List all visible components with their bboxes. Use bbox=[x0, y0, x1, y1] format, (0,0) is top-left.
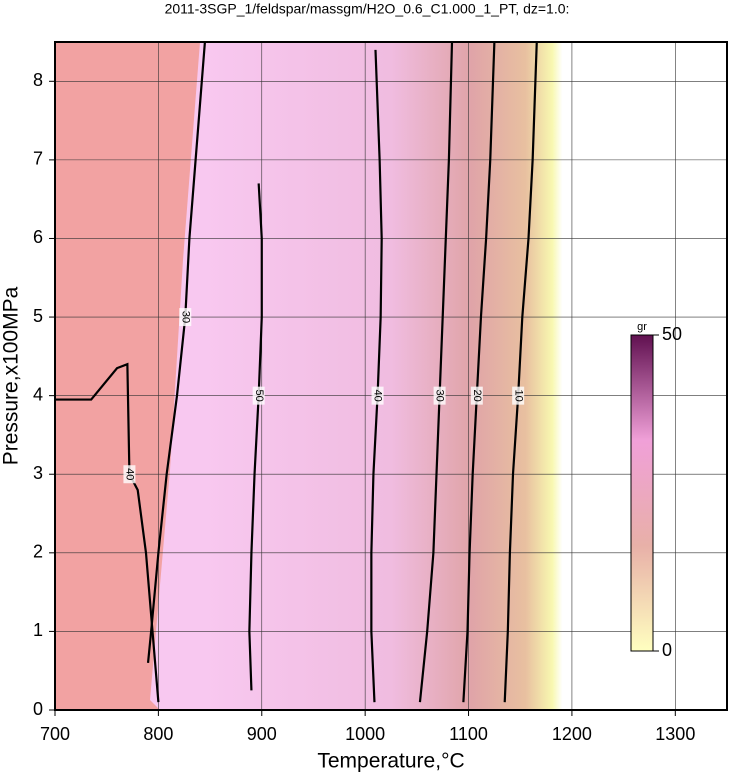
contour-label-bg bbox=[433, 386, 446, 405]
contour-label-bg bbox=[179, 308, 192, 327]
x-tick-label: 1000 bbox=[345, 724, 385, 744]
x-tick-label: 1100 bbox=[449, 724, 488, 744]
colorbar-tick-label: 0 bbox=[662, 640, 672, 660]
contour-label-bg bbox=[512, 386, 525, 405]
contour-line bbox=[146, 41, 207, 663]
x-tick-label: 1200 bbox=[552, 724, 592, 744]
plot-frame bbox=[54, 41, 728, 711]
contour-label: 30 bbox=[179, 311, 191, 323]
colorbar-tick-label: 50 bbox=[662, 324, 682, 344]
y-tick-label: 4 bbox=[33, 384, 43, 404]
contour-label: 30 bbox=[434, 390, 446, 402]
y-tick-label: 3 bbox=[33, 463, 43, 483]
contour-line bbox=[248, 183, 263, 691]
y-axis-label: Pressure,x100MPa bbox=[0, 286, 23, 465]
contour-label-bg bbox=[371, 386, 384, 405]
y-tick-label: 2 bbox=[33, 542, 43, 562]
x-axis-label: Temperature,°C bbox=[317, 750, 464, 773]
contour-label: 10 bbox=[512, 390, 524, 402]
contour-label-bg bbox=[470, 386, 483, 405]
x-tick-label: 1300 bbox=[655, 724, 695, 744]
colorbar bbox=[630, 334, 654, 652]
y-tick-label: 1 bbox=[33, 620, 43, 640]
x-tick-label: 900 bbox=[247, 724, 277, 744]
y-tick-label: 6 bbox=[33, 227, 43, 247]
y-tick-label: 8 bbox=[33, 70, 43, 90]
contour-line bbox=[55, 362, 160, 703]
x-tick-label: 700 bbox=[40, 724, 70, 744]
y-tick-label: 0 bbox=[33, 699, 43, 719]
x-tick-label: 800 bbox=[143, 724, 173, 744]
contour-label-bg bbox=[252, 386, 265, 405]
chart-title: 2011-3SGP_1/feldspar/massgm/H2O_0.6_C1.0… bbox=[165, 1, 570, 17]
y-tick-label: 7 bbox=[33, 149, 43, 169]
y-tick-label: 5 bbox=[33, 306, 43, 326]
contour-label: 40 bbox=[372, 390, 384, 402]
contour-label: 20 bbox=[471, 390, 483, 402]
contour-label-bg bbox=[123, 465, 136, 484]
colorbar-label: gr bbox=[637, 321, 647, 333]
contour-label: 50 bbox=[253, 390, 265, 402]
contour-label: 40 bbox=[124, 468, 136, 480]
